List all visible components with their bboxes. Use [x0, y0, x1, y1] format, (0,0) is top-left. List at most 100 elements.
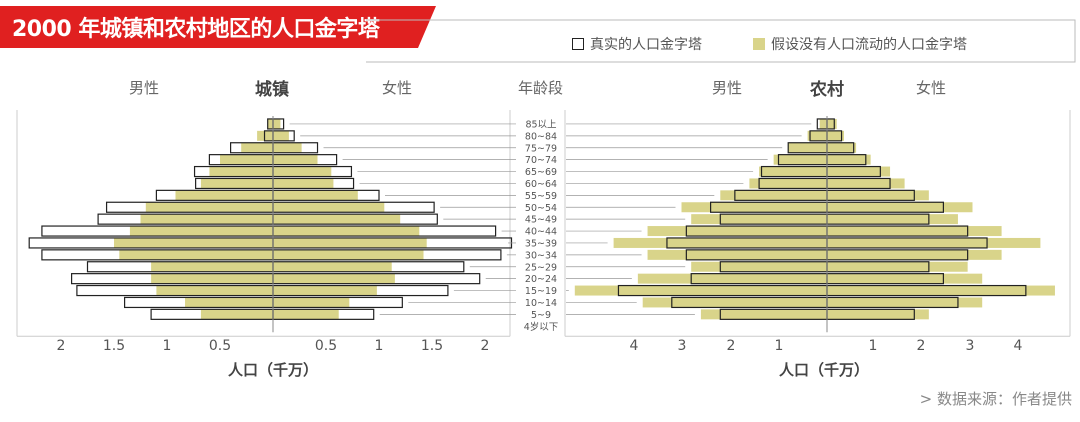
urban-hyp-male-bar — [156, 285, 273, 296]
urban-hyp-male-bar — [185, 297, 273, 308]
urban-tick-5: 1 — [374, 338, 384, 354]
urban-hyp-male-bar — [119, 249, 273, 260]
rural-x-axis-label: 人口（千万） — [779, 361, 870, 379]
urban-hyp-female-bar — [273, 166, 332, 177]
rural-title: 农村 — [810, 80, 844, 100]
rural-hyp-female-bar — [827, 249, 1002, 260]
rural-tick-2: 2 — [726, 338, 736, 354]
urban-tick-7: 2 — [480, 338, 490, 354]
rural-tick-0: 4 — [629, 338, 639, 354]
rural-hyp-male-bar — [691, 214, 827, 225]
age-label: 15~19 — [525, 286, 557, 297]
rural-hyp-female-bar — [827, 142, 857, 153]
urban-hyp-female-bar — [273, 249, 424, 260]
urban-hyp-female-bar — [273, 237, 427, 248]
rural-hyp-male-bar — [700, 309, 827, 320]
urban-hyp-female-bar — [273, 154, 318, 165]
rural-hyp-female-bar — [827, 261, 968, 272]
urban-tick-1: 1.5 — [102, 338, 126, 354]
rural-hyp-female-bar — [827, 226, 1002, 237]
urban-hyp-male-bar — [129, 226, 273, 237]
legend-frame — [366, 19, 1076, 63]
urban-x-axis-label: 人口（千万） — [228, 361, 319, 379]
age-label: 45~49 — [525, 215, 557, 226]
urban-hyp-female-bar — [273, 214, 401, 225]
urban-hyp-male-bar — [175, 190, 273, 201]
rural-female-header: 女性 — [916, 79, 947, 97]
age-label: 25~29 — [525, 262, 557, 273]
rural-hyp-female-bar — [827, 285, 1055, 296]
legend-swatch-actual — [572, 38, 584, 50]
rural-hyp-male-bar — [642, 297, 827, 308]
urban-hyp-female-bar — [273, 261, 392, 272]
urban-hyp-female-bar — [273, 190, 358, 201]
urban-title: 城镇 — [255, 80, 289, 100]
rural-hyp-male-bar — [720, 190, 827, 201]
age-label: 50~54 — [525, 203, 557, 214]
urban-tick-6: 1.5 — [420, 338, 444, 354]
urban-tick-4: 0.5 — [314, 338, 338, 354]
urban-tick-0: 2 — [56, 338, 66, 354]
urban-hyp-male-bar — [114, 237, 273, 248]
rural-hyp-male-bar — [691, 261, 827, 272]
rural-tick-7: 4 — [1013, 338, 1023, 354]
rural-hyp-male-bar — [647, 226, 827, 237]
urban-hyp-female-bar — [273, 297, 350, 308]
rural-hyp-female-bar — [827, 190, 929, 201]
age-group-header: 年龄段 — [518, 79, 564, 97]
age-label: 60~64 — [525, 179, 557, 190]
urban-hyp-male-bar — [145, 202, 273, 213]
rural-hyp-male-bar — [647, 249, 827, 260]
age-label: 35~39 — [525, 238, 557, 249]
urban-hyp-male-bar — [200, 309, 273, 320]
urban-hyp-female-bar — [273, 285, 377, 296]
urban-hyp-male-bar — [151, 273, 273, 284]
rural-hyp-male-bar — [613, 237, 827, 248]
urban-hyp-female-bar — [273, 178, 334, 189]
rural-hyp-male-bar — [574, 285, 827, 296]
rural-hyp-female-bar — [827, 202, 973, 213]
age-label: 40~44 — [525, 227, 557, 238]
legend-label-actual: 真实的人口金字塔 — [590, 37, 702, 53]
rural-hyp-female-bar — [827, 154, 871, 165]
age-label: 65~69 — [525, 167, 557, 178]
age-label: 4岁以下 — [524, 321, 559, 333]
legend-swatch-hypothetical — [753, 38, 765, 50]
rural-tick-4: 1 — [868, 338, 878, 354]
urban-hyp-male-bar — [209, 166, 273, 177]
rural-hyp-male-bar — [749, 178, 827, 189]
rural-hyp-male-bar — [773, 154, 827, 165]
data-source-note: > 数据来源：作者提供 — [919, 390, 1072, 408]
rural-hyp-female-bar — [827, 214, 958, 225]
rural-hyp-male-bar — [807, 130, 827, 141]
rural-tick-6: 3 — [965, 338, 975, 354]
age-label: 30~34 — [525, 250, 557, 261]
chart-title: 2000 年城镇和农村地区的人口金字塔 — [12, 17, 380, 42]
urban-hyp-female-bar — [273, 273, 395, 284]
age-label: 5~9 — [531, 310, 551, 321]
rural-hyp-male-bar — [637, 273, 827, 284]
title-banner — [0, 6, 436, 48]
urban-hyp-female-bar — [273, 118, 281, 129]
legend-item-hypothetical: 假设没有人口流动的人口金字塔 — [753, 34, 967, 54]
urban-hyp-female-bar — [273, 130, 289, 141]
urban-male-header: 男性 — [129, 79, 160, 97]
urban-hyp-female-bar — [273, 142, 302, 153]
age-label: 85以上 — [525, 119, 557, 130]
rural-hyp-female-bar — [827, 237, 1041, 248]
urban-hyp-male-bar — [267, 118, 273, 129]
urban-hyp-female-bar — [273, 226, 420, 237]
rural-hyp-female-bar — [827, 273, 983, 284]
urban-female-header: 女性 — [382, 79, 413, 97]
urban-hyp-female-bar — [273, 309, 339, 320]
age-label: 20~24 — [525, 274, 557, 285]
rural-hyp-male-bar — [819, 118, 827, 129]
title-banner-shape — [0, 6, 436, 48]
rural-tick-1: 3 — [677, 338, 687, 354]
age-label: 80~84 — [525, 131, 557, 142]
rural-hyp-male-bar — [788, 142, 827, 153]
urban-hyp-female-bar — [273, 202, 385, 213]
rural-hyp-male-bar — [759, 166, 827, 177]
urban-hyp-male-bar — [220, 154, 273, 165]
